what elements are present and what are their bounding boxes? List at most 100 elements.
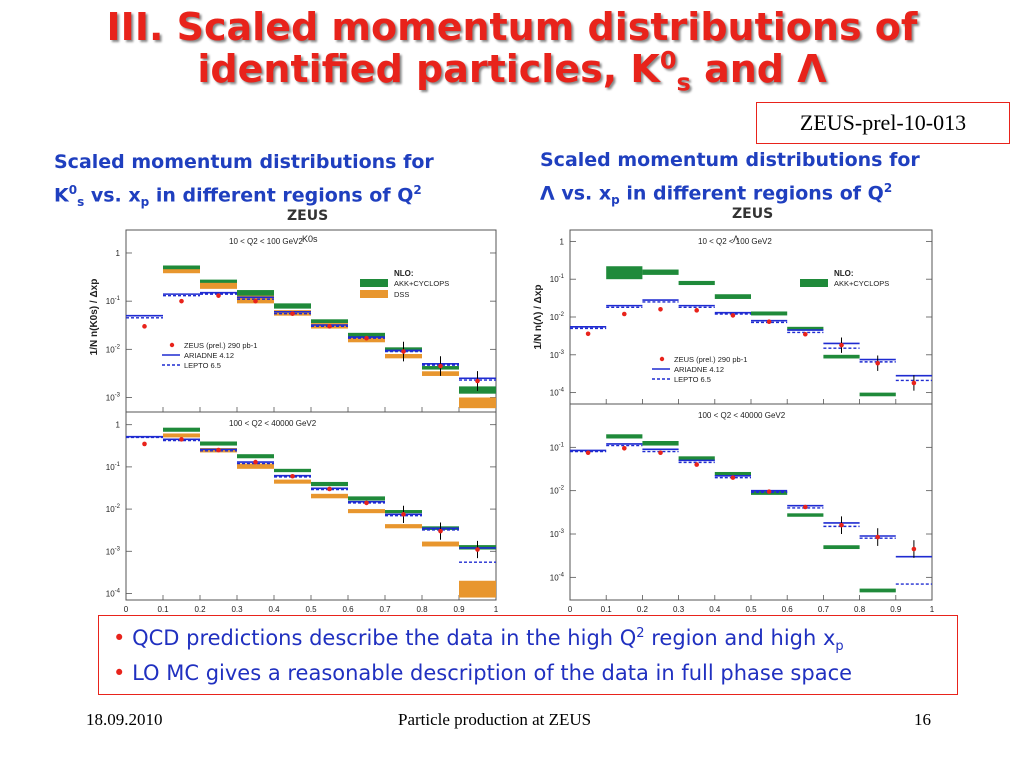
particle-label: Λ (733, 234, 739, 244)
y-axis-label: 1/N n(K0s) / Δxp (89, 279, 100, 356)
left-caption-mid: vs. x (84, 184, 141, 207)
left-caption-line-1: Scaled momentum distributions for (54, 151, 434, 173)
nlo-band-dss (163, 433, 200, 438)
y-tick-label: 10-3 (106, 392, 121, 402)
data-point (658, 450, 663, 456)
data-point (142, 441, 147, 447)
y-tick-label: 10-4 (550, 388, 565, 398)
nlo-band-akkcyclops (823, 545, 860, 550)
data-point (253, 298, 258, 304)
title-line-2: identified particles, K0s and Λ (0, 46, 1024, 95)
y-tick-label: 1 (116, 421, 121, 430)
plot-frame (569, 229, 933, 405)
x-tick-label: 0.3 (231, 605, 243, 614)
nlo-band-akkcyclops (348, 332, 385, 338)
bullet-1: • QCD predictions describe the data in t… (113, 626, 844, 654)
title-k0-sup: 0 (659, 46, 677, 75)
preliminary-tag: ZEUS-prel-10-013 (756, 102, 1010, 144)
nlo-band-akkcyclops (163, 427, 200, 432)
panel-high-q2: 10-1 10-2 10-3 10-4 100 < Q2 < 40000 GeV2 (550, 403, 933, 601)
footer-page-number: 16 (914, 710, 931, 729)
y-tick-label: 10-1 (106, 462, 121, 472)
x-tick-label: 0.7 (379, 605, 391, 614)
zeus-label-right: ZEUS (732, 206, 774, 222)
right-caption-end: in different regions of Q (619, 182, 884, 205)
data-point (438, 528, 443, 534)
x-tick-label: 0.2 (637, 605, 649, 614)
x-tick-label: 0.3 (673, 605, 685, 614)
legend-mc-item: ARIADNE 4.12 (674, 365, 724, 374)
x-tick-label: 1 (930, 605, 935, 614)
legend-nlo-title: NLO: (394, 269, 414, 278)
data-point (327, 486, 332, 492)
nlo-band-akkcyclops (237, 290, 274, 298)
nlo-band-akkcyclops (642, 269, 679, 275)
nlo-band-dss (311, 493, 348, 499)
x-tick-label: 0.4 (709, 605, 721, 614)
left-caption: Scaled momentum distributions for K0s vs… (54, 148, 434, 216)
y-axis-label: 1/N n(Λ) / Δxp (533, 285, 544, 350)
nlo-band-akkcyclops (678, 280, 715, 286)
nlo-band-akkcyclops (823, 354, 860, 359)
nlo-band-akkcyclops (163, 265, 200, 272)
nlo-band-akkcyclops (859, 588, 896, 593)
nlo-band-dss (200, 282, 237, 289)
legend-data-label: ZEUS (prel.) 290 pb-1 (674, 355, 747, 364)
legend-data-label: ZEUS (prel.) 290 pb-1 (184, 341, 257, 350)
y-tick-label: 10-1 (550, 442, 565, 452)
y-tick-label: 10-1 (106, 296, 121, 306)
nlo-band-akkcyclops (606, 434, 643, 439)
left-caption-sup: 0 (68, 183, 78, 197)
data-point (875, 534, 880, 540)
panel-high-q2: 1 10-1 10-2 10-3 10-4 100 < Q2 < 40000 GeV2 (106, 411, 497, 601)
conclusions-box: • QCD predictions describe the data in t… (98, 615, 958, 695)
data-point (290, 473, 295, 479)
bullet-1-sup: 2 (636, 626, 645, 641)
bullet-1-b: region and high x (644, 626, 836, 650)
nlo-band-akkcyclops (714, 471, 751, 476)
data-point (803, 504, 808, 510)
legend-mc-item: LEPTO 6.5 (674, 375, 711, 384)
x-tick-label: 0.8 (416, 605, 428, 614)
plot-frame (125, 411, 497, 601)
left-caption-psub: p (140, 195, 150, 210)
right-caption-line-2: Λ vs. xp in different regions of Q2 (540, 174, 920, 214)
data-point (179, 298, 184, 304)
data-point (730, 475, 736, 480)
x-tick-label: 0.6 (342, 605, 354, 614)
data-point (585, 450, 591, 456)
y-tick-label: 10-2 (550, 486, 565, 496)
data-point (911, 380, 917, 386)
plot-frame (569, 403, 933, 601)
panel-low-q2: 1 10-1 10-2 10-3 10-4 10 < Q2 < 100 GeV2 (550, 229, 933, 405)
data-point (766, 489, 772, 494)
data-point (766, 319, 772, 325)
data-point (475, 378, 480, 384)
data-point (839, 342, 844, 348)
left-caption-line-2: K0s vs. xp in different regions of Q2 (54, 176, 434, 216)
footer-date: 18.09.2010 (86, 710, 163, 729)
nlo-band-akkcyclops (274, 468, 311, 473)
data-point (585, 331, 591, 337)
y-tick-label: 10-3 (550, 350, 565, 360)
nlo-band-akkcyclops (274, 303, 311, 309)
data-point (253, 459, 258, 465)
particle-label: K0s (302, 234, 318, 244)
x-tick-label: 0.6 (782, 605, 794, 614)
nlo-band-dss (459, 397, 496, 409)
bullet-dot: • (113, 661, 126, 685)
data-point (216, 293, 221, 298)
nlo-band-dss (348, 509, 385, 514)
q2-range-label: 100 < Q2 < 40000 GeV2 (229, 419, 317, 428)
y-tick-label: 10-2 (106, 504, 121, 514)
nlo-band-dss (237, 463, 274, 469)
data-point (839, 522, 844, 528)
x-tick-label: 0.1 (157, 605, 169, 614)
title-k0-sub: s (676, 68, 691, 97)
x-tick-label: 0 (568, 605, 573, 614)
nlo-band-akkcyclops (348, 496, 385, 501)
y-tick-label: 10-2 (550, 312, 565, 322)
nlo-band-dss (163, 269, 200, 274)
x-tick-label: 0.2 (194, 605, 206, 614)
data-point (875, 360, 880, 366)
